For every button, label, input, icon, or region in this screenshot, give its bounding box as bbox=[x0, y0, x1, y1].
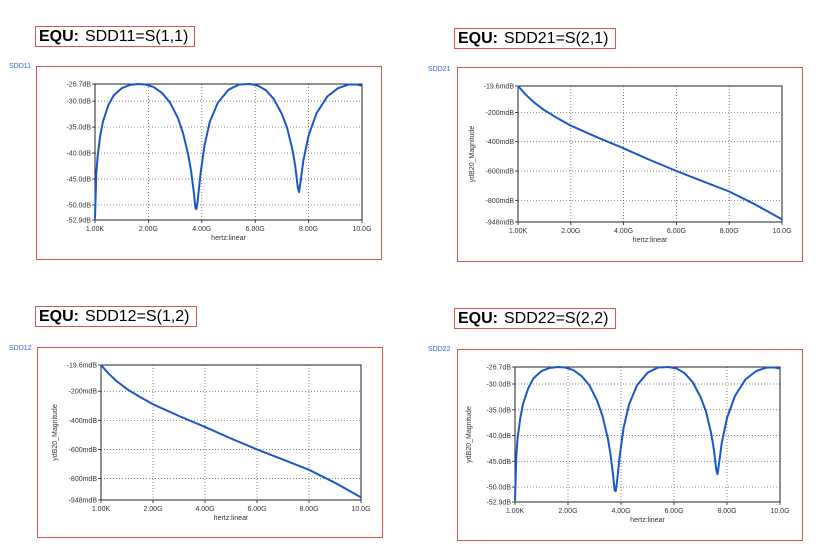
plot-frame-sdd11[interactable] bbox=[36, 66, 382, 260]
y-tick-label: -45.0dB bbox=[66, 176, 91, 183]
x-tick-label: 6.00G bbox=[667, 228, 686, 235]
series-line bbox=[100, 364, 362, 499]
series-line bbox=[514, 366, 781, 501]
x-tick-label: 10.0G bbox=[352, 226, 371, 233]
chart-sdd12: -19.6mdB -200mdB -400mdB -600mdB -800mdB -948… bbox=[52, 363, 371, 523]
x-tick-label: 10.0G bbox=[772, 228, 791, 235]
equ-keyword: EQU: bbox=[458, 309, 498, 327]
equ-expression: SDD21=S(2,1) bbox=[504, 29, 609, 47]
y-axis-label: ydB20_Magnitude bbox=[466, 406, 473, 463]
x-tick-label: 4.00G bbox=[611, 508, 630, 515]
equ-keyword: EQU: bbox=[39, 307, 79, 325]
series-line bbox=[517, 85, 783, 221]
y-tick-label: -35.0dB bbox=[486, 407, 511, 414]
y-tick-label: -800mdB bbox=[69, 476, 98, 483]
plot-area bbox=[100, 364, 362, 501]
x-tick-label: 6.00G bbox=[246, 226, 265, 233]
plot-label-sdd22: SDD22 bbox=[428, 346, 451, 353]
y-tick-label: -26.7dB bbox=[486, 365, 511, 372]
x-tick-label: 10.0G bbox=[770, 508, 789, 515]
x-tick-label: 8.00G bbox=[299, 226, 318, 233]
chart-sdd11: -26.7dB -30.0dB -35.0dB -40.0dB -45.0dB -50.0… bbox=[66, 82, 371, 243]
equation-box-sdd22[interactable]: EQU: SDD22=S(2,2) bbox=[454, 308, 616, 329]
x-tick-label: 4.00G bbox=[192, 226, 211, 233]
equ-expression: SDD22=S(2,2) bbox=[504, 309, 609, 327]
x-tick-label: 2.00G bbox=[561, 228, 580, 235]
y-axis-label: ydB20_Magnitude bbox=[469, 126, 476, 183]
chart-sdd22: -26.7dB -30.0dB -35.0dB -40.0dB -45.0dB -50.0… bbox=[466, 365, 790, 525]
x-tick-label: 8.00G bbox=[717, 508, 736, 515]
x-tick-label: 6.00G bbox=[247, 506, 266, 513]
y-tick-label: -50.0dB bbox=[66, 202, 91, 209]
y-tick-label: -200mdB bbox=[69, 389, 98, 396]
y-tick-label: -30.0dB bbox=[486, 382, 511, 389]
x-tick-label: 1.00K bbox=[86, 226, 105, 233]
y-tick-label: -40.0dB bbox=[66, 151, 91, 158]
x-tick-label: 8.00G bbox=[720, 228, 739, 235]
y-axis-label: ydB20_Magnitude bbox=[52, 404, 59, 461]
y-tick-label: -948mdB bbox=[69, 498, 98, 505]
equation-box-sdd12[interactable]: EQU: SDD12=S(1,2) bbox=[35, 306, 197, 327]
plot-area bbox=[514, 366, 781, 503]
y-tick-label: -45.0dB bbox=[486, 459, 511, 466]
plot-label-sdd21: SDD21 bbox=[428, 66, 451, 73]
equation-box-sdd21[interactable]: EQU: SDD21=S(2,1) bbox=[454, 28, 616, 49]
x-tick-label: 1.00K bbox=[92, 506, 111, 513]
x-tick-label: 2.00G bbox=[139, 226, 158, 233]
y-tick-label: -50.0dB bbox=[486, 485, 511, 492]
x-tick-label: 4.00G bbox=[614, 228, 633, 235]
y-tick-label: -600mdB bbox=[486, 169, 515, 176]
x-tick-label: 2.00G bbox=[143, 506, 162, 513]
plot-label-sdd12: SDD12 bbox=[9, 345, 32, 352]
y-tick-label: -200mdB bbox=[486, 110, 515, 117]
x-axis-label: hertz:linear bbox=[211, 235, 246, 242]
equ-expression: SDD11=S(1,1) bbox=[85, 27, 189, 45]
chart-sdd21: -19.6mdB -200mdB -400mdB -600mdB -800mdB -948… bbox=[469, 84, 792, 245]
x-tick-label: 10.0G bbox=[351, 506, 370, 513]
plot-frame-sdd21[interactable] bbox=[457, 67, 803, 262]
x-tick-label: 4.00G bbox=[195, 506, 214, 513]
y-tick-label: -400mdB bbox=[486, 139, 515, 146]
y-tick-label: -600mdB bbox=[69, 447, 98, 454]
y-tick-label: -52.9dB bbox=[66, 218, 91, 225]
series-line bbox=[94, 83, 363, 219]
y-tick-label: -35.0dB bbox=[66, 125, 91, 132]
y-tick-label: -800mdB bbox=[486, 198, 515, 205]
plot-label-sdd11: SDD11 bbox=[9, 63, 32, 70]
plot-area bbox=[517, 85, 783, 223]
y-tick-label: -52.9dB bbox=[486, 500, 511, 507]
x-tick-label: 8.00G bbox=[299, 506, 318, 513]
x-tick-label: 1.00K bbox=[509, 228, 528, 235]
y-tick-label: -948mdB bbox=[486, 220, 515, 227]
equation-box-sdd11[interactable]: EQU: SDD11=S(1,1) bbox=[35, 26, 196, 47]
y-tick-label: -26.7dB bbox=[66, 82, 91, 89]
equ-keyword: EQU: bbox=[458, 29, 498, 47]
y-tick-label: -19.6mdB bbox=[67, 363, 98, 370]
y-tick-label: -30.0dB bbox=[66, 99, 91, 106]
y-tick-label: -40.0dB bbox=[486, 433, 511, 440]
x-axis-label: hertz:linear bbox=[630, 517, 665, 524]
equ-expression: SDD12=S(1,2) bbox=[85, 307, 190, 325]
plot-area bbox=[94, 83, 363, 221]
x-tick-label: 6.00G bbox=[664, 508, 683, 515]
x-axis-label: hertz:linear bbox=[214, 515, 249, 522]
y-tick-label: -400mdB bbox=[69, 418, 98, 425]
y-tick-label: -19.6mdB bbox=[484, 84, 515, 91]
x-tick-label: 2.00G bbox=[558, 508, 577, 515]
plot-frame-sdd12[interactable] bbox=[37, 347, 383, 538]
x-tick-label: 1.00K bbox=[506, 508, 525, 515]
x-axis-label: hertz:linear bbox=[633, 237, 668, 244]
equ-keyword: EQU: bbox=[39, 27, 79, 45]
